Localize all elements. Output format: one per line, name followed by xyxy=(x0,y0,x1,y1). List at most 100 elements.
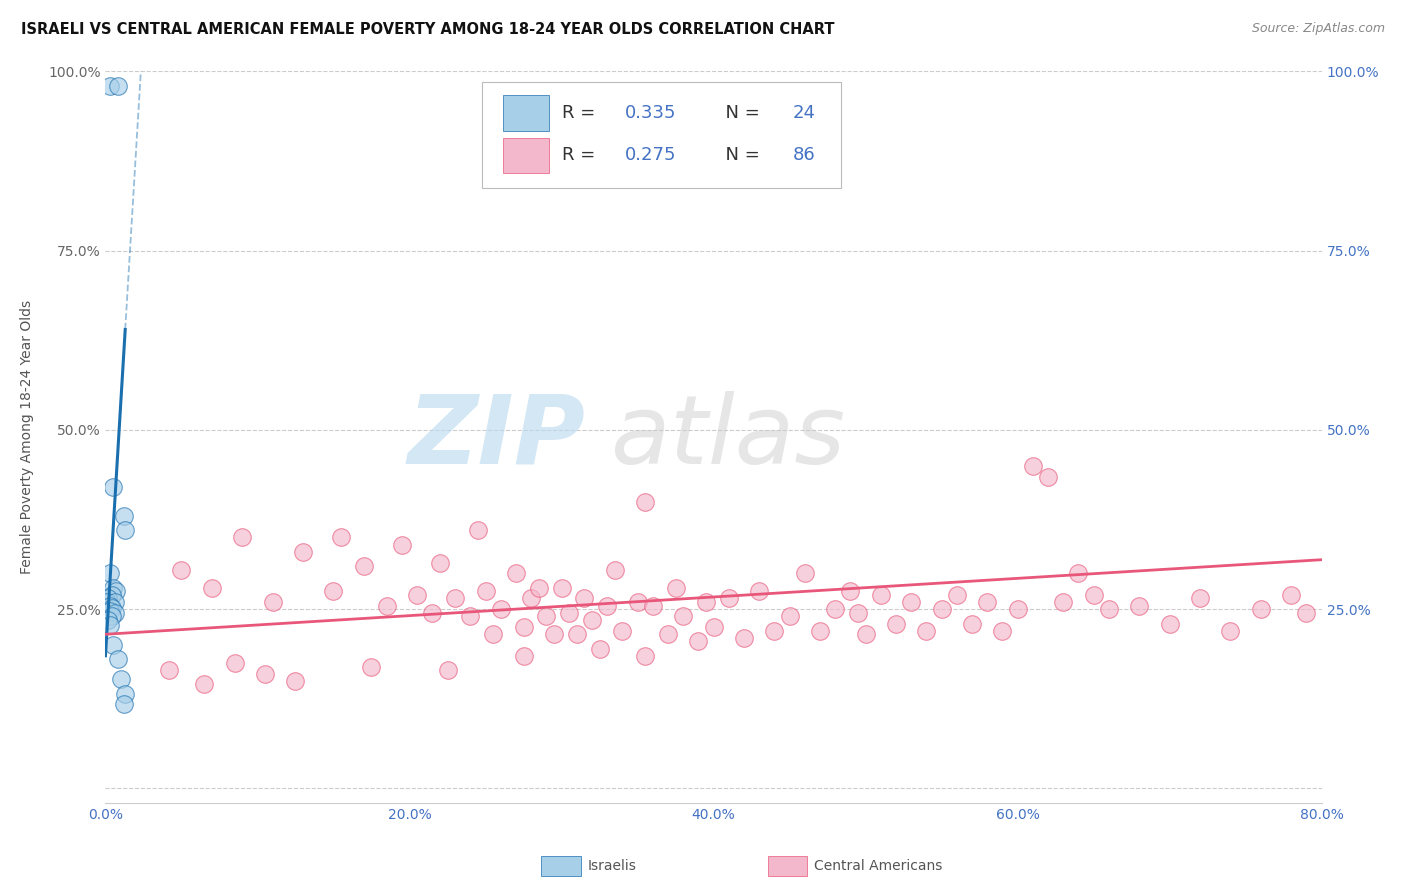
Point xyxy=(565,627,588,641)
Point xyxy=(536,609,558,624)
Point xyxy=(103,595,125,609)
Point xyxy=(375,599,398,613)
Point xyxy=(603,563,626,577)
Point xyxy=(103,606,125,620)
Point xyxy=(634,648,657,663)
Point xyxy=(330,531,353,545)
Point xyxy=(900,595,922,609)
Text: Source: ZipAtlas.com: Source: ZipAtlas.com xyxy=(1251,22,1385,36)
Point xyxy=(105,584,128,599)
Point xyxy=(114,687,136,701)
Point xyxy=(458,609,481,624)
Point xyxy=(114,524,136,538)
Point xyxy=(763,624,786,638)
Point xyxy=(1219,624,1241,638)
Point xyxy=(931,602,953,616)
Point xyxy=(779,609,801,624)
Point xyxy=(201,581,224,595)
FancyBboxPatch shape xyxy=(482,82,841,188)
Point xyxy=(543,627,565,641)
Point xyxy=(262,595,284,609)
Point xyxy=(581,613,603,627)
Point xyxy=(1007,602,1029,616)
Point xyxy=(839,584,862,599)
Point xyxy=(702,620,725,634)
Point xyxy=(695,595,717,609)
Point xyxy=(793,566,815,581)
Point xyxy=(855,627,877,641)
Point xyxy=(112,508,135,523)
Point xyxy=(467,524,489,538)
Text: R =: R = xyxy=(561,104,600,122)
Point xyxy=(1052,595,1074,609)
Point xyxy=(360,659,382,673)
Point xyxy=(107,78,129,93)
Point xyxy=(107,652,129,666)
Point xyxy=(231,531,253,545)
Point xyxy=(1295,606,1317,620)
Point xyxy=(512,648,534,663)
Point xyxy=(436,663,458,677)
Point xyxy=(444,591,467,606)
Point xyxy=(100,600,122,615)
Point xyxy=(626,595,648,609)
Point xyxy=(98,599,121,613)
Text: 86: 86 xyxy=(793,146,815,164)
Point xyxy=(657,627,679,641)
Point xyxy=(489,602,512,616)
Point xyxy=(1279,588,1302,602)
Point xyxy=(1128,599,1150,613)
Point xyxy=(101,480,124,494)
Text: N =: N = xyxy=(713,146,765,164)
Point xyxy=(100,609,122,624)
Y-axis label: Female Poverty Among 18-24 Year Olds: Female Poverty Among 18-24 Year Olds xyxy=(20,300,34,574)
Point xyxy=(98,78,121,93)
Text: ISRAELI VS CENTRAL AMERICAN FEMALE POVERTY AMONG 18-24 YEAR OLDS CORRELATION CHA: ISRAELI VS CENTRAL AMERICAN FEMALE POVER… xyxy=(21,22,835,37)
Point xyxy=(157,663,180,677)
Text: 0.275: 0.275 xyxy=(624,146,676,164)
Point xyxy=(193,677,215,691)
Point xyxy=(976,595,998,609)
Point xyxy=(224,656,246,670)
Point xyxy=(512,620,534,634)
Point xyxy=(915,624,938,638)
Point xyxy=(101,638,124,652)
Point xyxy=(641,599,664,613)
Point xyxy=(97,591,120,606)
Text: Central Americans: Central Americans xyxy=(814,859,942,873)
Point xyxy=(112,697,135,711)
Point xyxy=(1022,458,1045,473)
Point xyxy=(406,588,429,602)
Point xyxy=(960,616,983,631)
Point xyxy=(474,584,496,599)
Text: ZIP: ZIP xyxy=(408,391,586,483)
Point xyxy=(558,606,581,620)
Point xyxy=(110,673,132,687)
Text: R =: R = xyxy=(561,146,600,164)
Point xyxy=(1036,469,1059,483)
Point xyxy=(97,613,120,627)
Point xyxy=(634,494,657,508)
Point xyxy=(869,588,891,602)
Text: 24: 24 xyxy=(793,104,815,122)
Point xyxy=(100,588,122,602)
Point xyxy=(748,584,770,599)
Point xyxy=(664,581,686,595)
Point xyxy=(505,566,527,581)
Point xyxy=(596,599,619,613)
Point xyxy=(420,606,443,620)
Point xyxy=(527,581,550,595)
Point xyxy=(733,631,755,645)
Point xyxy=(884,616,907,631)
Point xyxy=(612,624,634,638)
Point xyxy=(1067,566,1090,581)
Point xyxy=(688,634,710,648)
Point xyxy=(292,545,315,559)
Text: N =: N = xyxy=(713,104,765,122)
Point xyxy=(101,581,124,595)
Point xyxy=(945,588,967,602)
Point xyxy=(322,584,344,599)
Point xyxy=(429,556,451,570)
Point xyxy=(391,538,413,552)
FancyBboxPatch shape xyxy=(503,95,550,130)
